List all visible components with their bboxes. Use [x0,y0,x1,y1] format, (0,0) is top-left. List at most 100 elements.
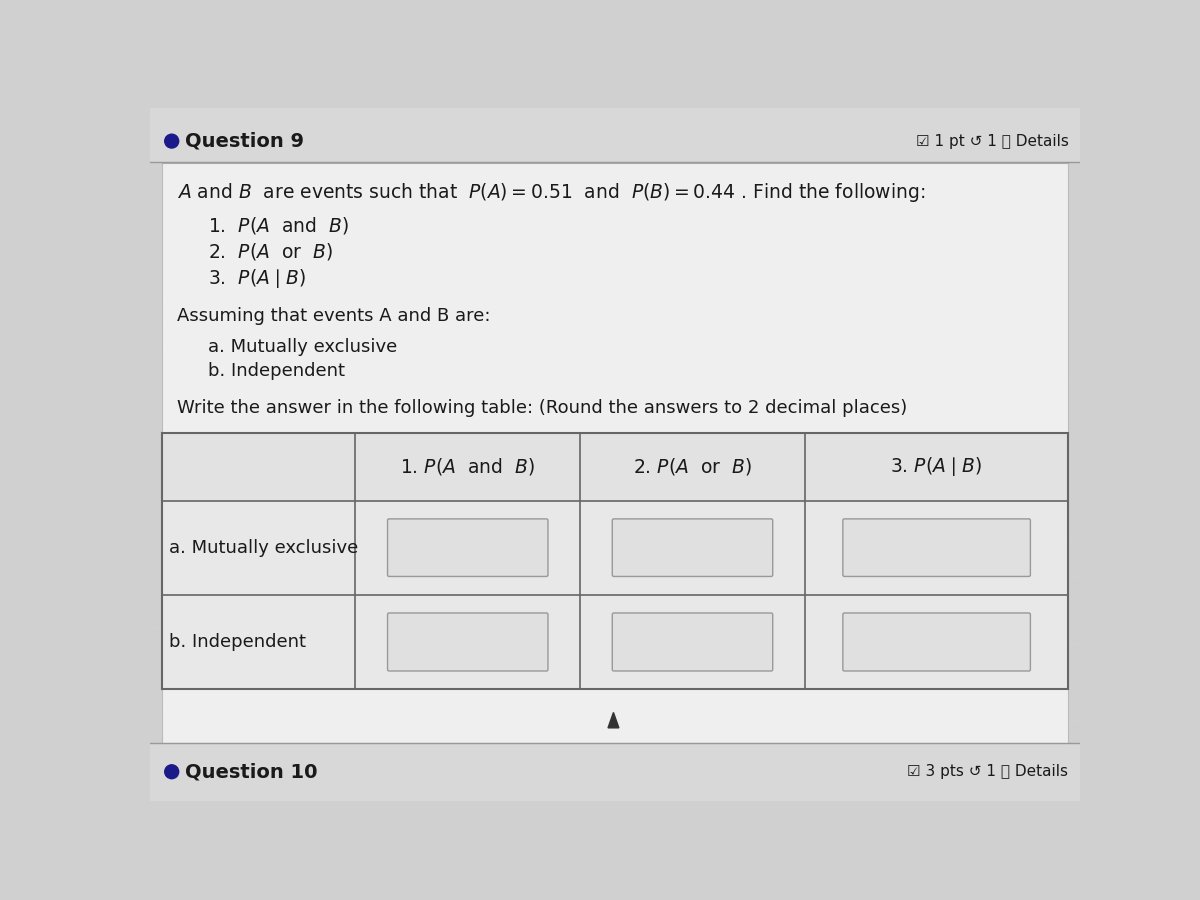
Bar [223,153,240,154]
Bar [547,571,565,572]
Bar [1033,589,1045,590]
Bar [506,363,518,364]
Bar [397,323,407,326]
Bar [1013,226,1022,227]
Bar [994,304,1004,306]
Bar [278,281,295,283]
Bar [1022,674,1039,675]
Bar [676,304,692,305]
Bar [690,442,700,443]
Text: ☑ 1 pt ↺ 1 ⓘ Details: ☑ 1 pt ↺ 1 ⓘ Details [916,133,1068,148]
Bar [262,175,275,176]
Bar [905,789,920,791]
Bar [796,293,805,296]
Bar [472,124,488,125]
Bar [480,536,496,537]
Bar [922,766,935,767]
Bar [295,303,301,305]
Bar [986,533,1004,535]
Bar [467,750,478,751]
Bar [618,742,629,743]
Bar [472,692,486,694]
Bar [450,352,464,354]
Bar [389,602,406,604]
Bar [493,449,509,451]
Bar [517,764,533,766]
Bar [882,588,896,589]
Bar [731,750,740,751]
Bar [286,580,295,581]
Bar [362,131,378,133]
Bar [940,310,949,311]
Bar [1062,535,1073,536]
Bar [905,663,919,664]
Bar [235,491,253,492]
Bar [958,261,976,263]
Bar [331,560,350,562]
Bar [614,154,628,156]
Bar [442,426,461,428]
Bar [481,116,491,117]
Bar [656,745,666,747]
Bar [239,783,253,785]
Bar [248,356,263,357]
Bar [168,259,184,261]
Bar [938,493,946,495]
Bar [335,382,347,384]
Bar [932,108,943,110]
Bar [487,190,496,192]
Bar [998,653,1013,655]
Bar [533,554,544,555]
FancyBboxPatch shape [842,613,1031,671]
Bar [384,659,397,660]
Bar [329,710,346,712]
Bar [643,770,660,772]
Bar [714,685,730,686]
Bar [954,257,962,259]
Bar [162,340,181,341]
Bar [925,286,942,288]
Bar [673,417,680,418]
Bar [593,382,611,383]
Bar [810,393,823,395]
Bar [187,285,205,287]
Bar [425,705,440,706]
Bar [540,482,556,483]
Bar [295,278,305,280]
Bar [1048,526,1063,528]
Bar [247,399,254,401]
Bar [408,147,426,149]
Bar [436,230,446,231]
Bar [785,570,799,572]
Bar [329,218,347,219]
Bar [1044,510,1060,513]
Bar [586,511,593,514]
Bar [282,355,300,356]
Bar [463,673,478,675]
Bar [1001,461,1009,462]
Bar [912,425,922,427]
Bar [580,529,599,531]
Bar [358,760,370,761]
Bar [493,552,506,554]
Bar [400,483,414,486]
Bar [924,240,934,243]
Bar [161,705,178,706]
Bar [724,120,733,121]
Bar [764,140,772,142]
Bar [773,649,791,652]
Bar [611,322,620,324]
Bar [1010,698,1030,699]
Bar [1050,496,1067,497]
Bar [306,444,320,446]
Bar [612,714,623,716]
Bar [593,455,607,456]
Bar [640,773,658,775]
Bar [712,591,720,594]
Bar [1060,111,1068,112]
Bar [222,317,239,319]
Bar [1014,223,1022,225]
Bar [1033,108,1049,109]
Bar [295,497,311,498]
Bar [418,636,425,637]
